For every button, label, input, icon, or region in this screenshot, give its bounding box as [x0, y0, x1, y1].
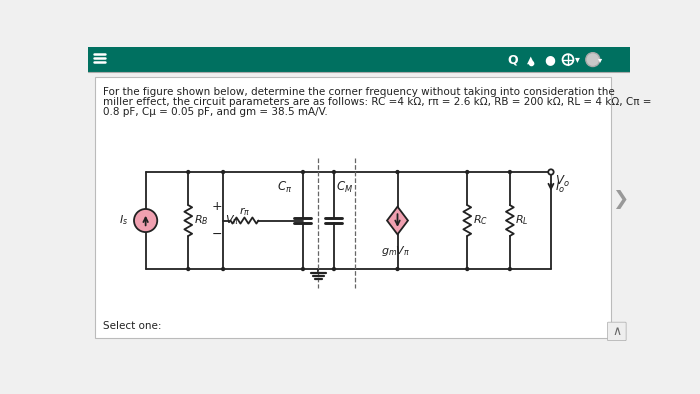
Text: $V_o$: $V_o$ [555, 174, 570, 189]
Circle shape [221, 170, 225, 174]
Circle shape [186, 267, 190, 271]
Circle shape [332, 267, 336, 271]
Circle shape [465, 170, 470, 174]
Text: ▲: ▲ [527, 55, 535, 65]
Text: ▾: ▾ [575, 55, 580, 65]
Text: ∧: ∧ [612, 325, 622, 338]
Circle shape [508, 267, 512, 271]
Text: For the figure shown below, determine the corner frequency without taking into c: For the figure shown below, determine th… [103, 87, 615, 97]
Polygon shape [387, 207, 408, 234]
Circle shape [508, 170, 512, 174]
FancyBboxPatch shape [95, 76, 610, 338]
Text: miller effect, the circuit parameters are as follows: RC =4 kΩ, rπ = 2.6 kΩ, RB : miller effect, the circuit parameters ar… [103, 97, 652, 107]
Circle shape [301, 170, 305, 174]
Text: 0.8 pF, Cμ = 0.05 pF, and gm = 38.5 mA/V.: 0.8 pF, Cμ = 0.05 pF, and gm = 38.5 mA/V… [103, 107, 328, 117]
Text: $C_M$: $C_M$ [336, 180, 354, 195]
Text: Q: Q [507, 53, 517, 66]
Text: ❯: ❯ [612, 190, 629, 209]
Text: $C_\pi$: $C_\pi$ [276, 180, 292, 195]
Circle shape [465, 267, 470, 271]
Text: $R_C$: $R_C$ [473, 214, 488, 227]
Circle shape [548, 169, 554, 175]
Text: $r_\pi$: $r_\pi$ [239, 205, 250, 218]
Text: ▾: ▾ [598, 55, 603, 64]
Circle shape [395, 170, 400, 174]
FancyBboxPatch shape [608, 322, 626, 341]
Text: $R_L$: $R_L$ [515, 214, 529, 227]
Circle shape [221, 267, 225, 271]
Text: $R_B$: $R_B$ [194, 214, 208, 227]
Text: $V_\pi$: $V_\pi$ [225, 214, 240, 227]
Text: $I_o$: $I_o$ [555, 180, 565, 195]
Text: $I_s$: $I_s$ [120, 214, 129, 227]
Text: Select one:: Select one: [103, 321, 162, 331]
Circle shape [332, 170, 336, 174]
Text: −: − [211, 228, 222, 241]
Circle shape [134, 209, 158, 232]
Circle shape [301, 267, 305, 271]
Text: ●: ● [544, 53, 555, 66]
Circle shape [586, 53, 600, 67]
Bar [88, 47, 630, 72]
Text: $g_mV_\pi$: $g_mV_\pi$ [382, 243, 411, 258]
Text: +: + [211, 200, 222, 213]
Circle shape [186, 170, 190, 174]
Circle shape [395, 267, 400, 271]
